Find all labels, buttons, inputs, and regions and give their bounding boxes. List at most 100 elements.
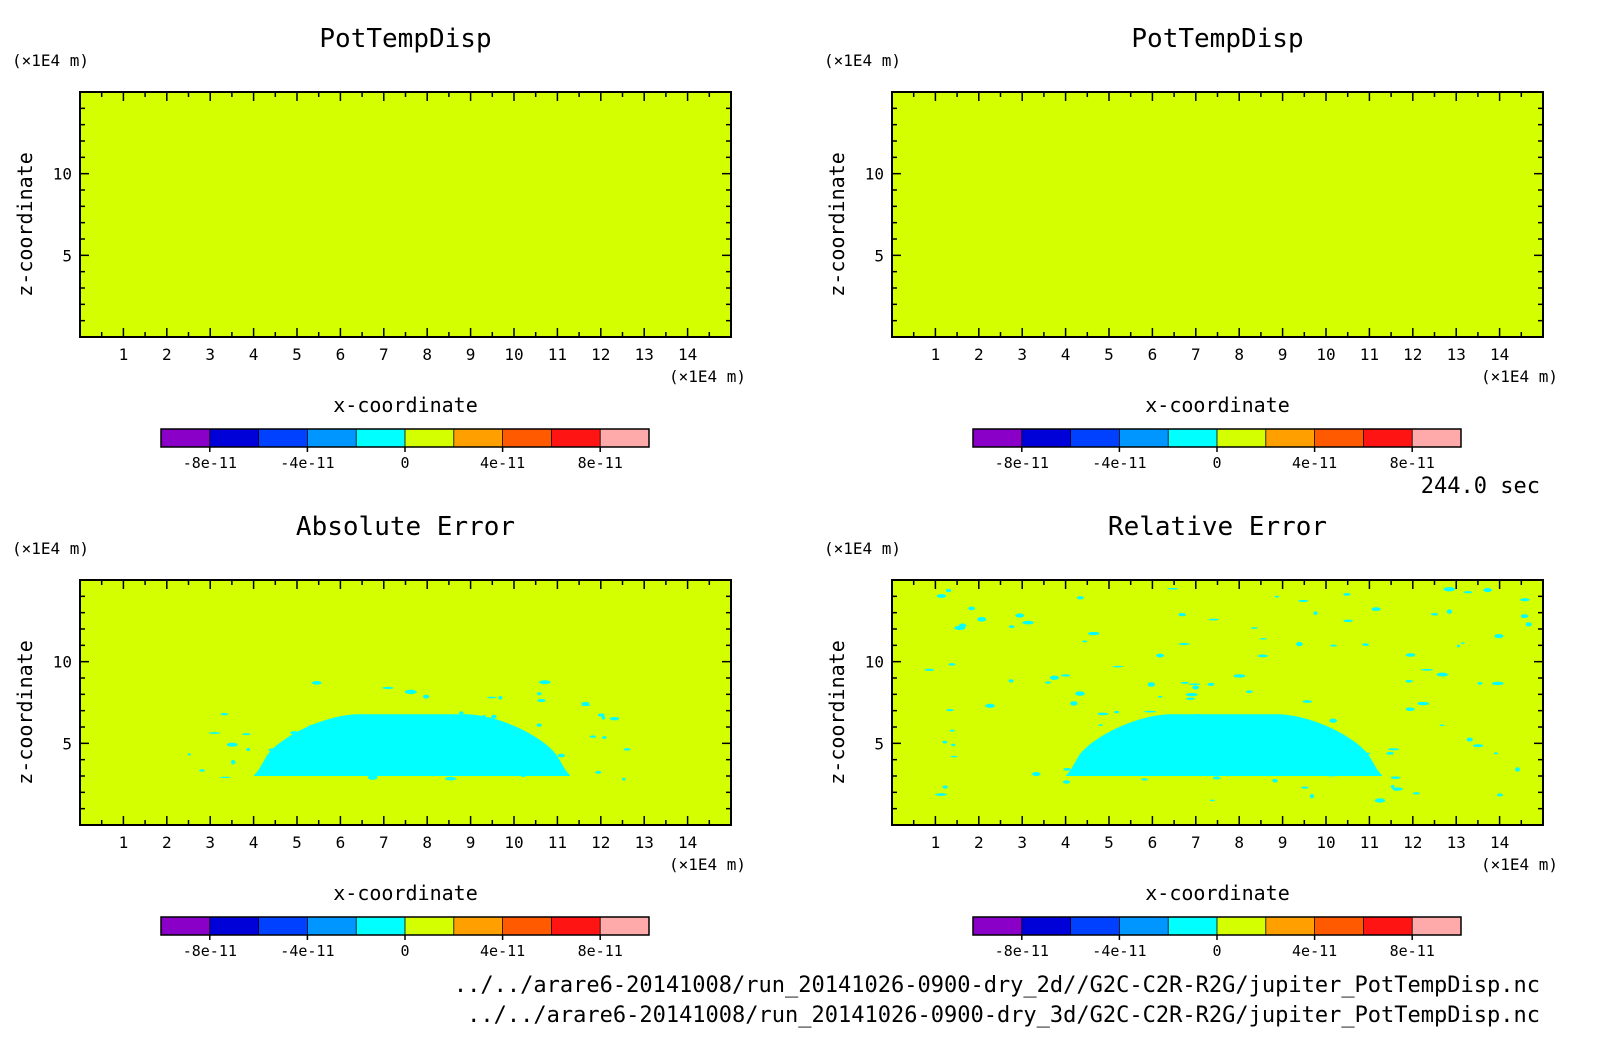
error-speckle: [1343, 592, 1351, 596]
error-speckle: [946, 709, 954, 712]
x-tick-label: 8: [422, 833, 432, 852]
colorbar-swatch: [551, 429, 601, 447]
error-speckle: [557, 753, 565, 758]
error-speckle: [1207, 682, 1215, 686]
error-speckle: [1460, 642, 1465, 644]
colorbar-swatch: [356, 917, 406, 935]
x-tick-label: 12: [1403, 833, 1422, 852]
y-tick-label: 10: [865, 165, 884, 184]
panel-title: PotTempDisp: [319, 24, 491, 54]
colorbar-tick-label: -8e-11: [995, 942, 1049, 960]
x-tick-label: 6: [1148, 833, 1158, 852]
colorbar-swatch: [258, 429, 308, 447]
error-speckle: [1430, 612, 1439, 616]
error-speckle: [404, 689, 417, 695]
x-tick-label: 10: [1316, 833, 1335, 852]
colorbar-swatch: [1119, 429, 1169, 447]
error-speckle: [1060, 674, 1071, 677]
error-speckle: [977, 616, 987, 622]
error-speckle: [623, 748, 631, 751]
x-tick-label: 12: [591, 345, 610, 364]
x-tick-label: 10: [1316, 345, 1335, 364]
x-tick-label: 11: [548, 345, 567, 364]
error-speckle: [595, 770, 602, 774]
colorbar-swatch: [356, 429, 406, 447]
error-speckle: [1326, 774, 1338, 777]
x-tick-label: 7: [379, 345, 389, 364]
error-speckle: [1421, 668, 1434, 671]
error-speckle: [289, 731, 300, 735]
colorbar-swatch: [209, 917, 260, 935]
error-speckle: [187, 753, 191, 756]
error-speckle: [954, 625, 966, 631]
y-tick-label: 5: [62, 734, 72, 753]
x-axis-label: x-coordinate: [333, 881, 478, 905]
error-speckle: [924, 668, 935, 671]
colorbar-swatch: [1217, 917, 1267, 935]
error-speckle: [1371, 607, 1381, 612]
colorbar-swatch: [1217, 429, 1267, 447]
error-speckle: [1132, 769, 1138, 772]
x-tick-label: 14: [1490, 833, 1509, 852]
error-speckle: [332, 742, 344, 747]
error-speckle: [537, 692, 542, 696]
error-speckle: [1417, 701, 1429, 706]
field-background: [80, 580, 731, 825]
x-unit-label: (×1E4 m): [1481, 855, 1558, 874]
error-speckle: [1330, 644, 1337, 647]
error-speckle: [1275, 727, 1284, 730]
error-speckle: [1358, 752, 1371, 755]
x-tick-label: 5: [292, 345, 302, 364]
error-speckle: [1188, 737, 1200, 741]
colorbar-tick-label: 0: [1212, 942, 1221, 960]
y-tick-label: 5: [874, 246, 884, 265]
error-speckle: [1331, 768, 1336, 771]
error-speckle: [1329, 718, 1337, 723]
error-speckle: [985, 703, 995, 708]
colorbar-swatch: [1412, 917, 1462, 935]
colorbar-swatch: [1119, 917, 1169, 935]
error-speckle: [1296, 641, 1303, 647]
x-tick-label: 6: [336, 833, 346, 852]
x-tick-label: 1: [931, 345, 941, 364]
x-tick-label: 11: [548, 833, 567, 852]
error-speckle: [328, 738, 333, 741]
error-speckle: [1405, 653, 1416, 657]
error-speckle: [324, 759, 332, 763]
error-speckle: [1022, 620, 1034, 625]
error-speckle: [308, 724, 316, 729]
colorbar-swatch: [600, 429, 650, 447]
error-speckle: [444, 776, 457, 781]
error-speckle: [1374, 798, 1386, 803]
colorbar-swatch: [209, 429, 260, 447]
colorbar-tick-label: 0: [400, 942, 409, 960]
x-tick-label: 8: [1234, 345, 1244, 364]
error-speckle: [1446, 609, 1453, 614]
y-tick-label: 10: [53, 653, 72, 672]
error-speckle: [473, 761, 484, 767]
error-speckle: [1075, 691, 1085, 696]
panel-title: Relative Error: [1108, 512, 1327, 542]
error-speckle: [1141, 778, 1149, 781]
y-unit-label: (×1E4 m): [12, 539, 89, 558]
error-speckle: [367, 775, 378, 780]
error-region-dome: [253, 714, 571, 776]
error-speckle: [1158, 761, 1168, 765]
error-speckle: [219, 776, 231, 779]
error-speckle: [520, 774, 527, 777]
error-speckle: [1466, 737, 1473, 742]
x-tick-label: 1: [931, 833, 941, 852]
colorbar-swatch: [1021, 429, 1072, 447]
x-tick-label: 5: [1104, 833, 1114, 852]
x-tick-label: 14: [678, 345, 697, 364]
error-speckle: [1081, 640, 1088, 643]
error-speckle: [1245, 690, 1253, 694]
error-speckle: [948, 663, 956, 666]
error-speckle: [495, 756, 504, 760]
x-tick-label: 5: [292, 833, 302, 852]
error-speckle: [1097, 712, 1109, 716]
